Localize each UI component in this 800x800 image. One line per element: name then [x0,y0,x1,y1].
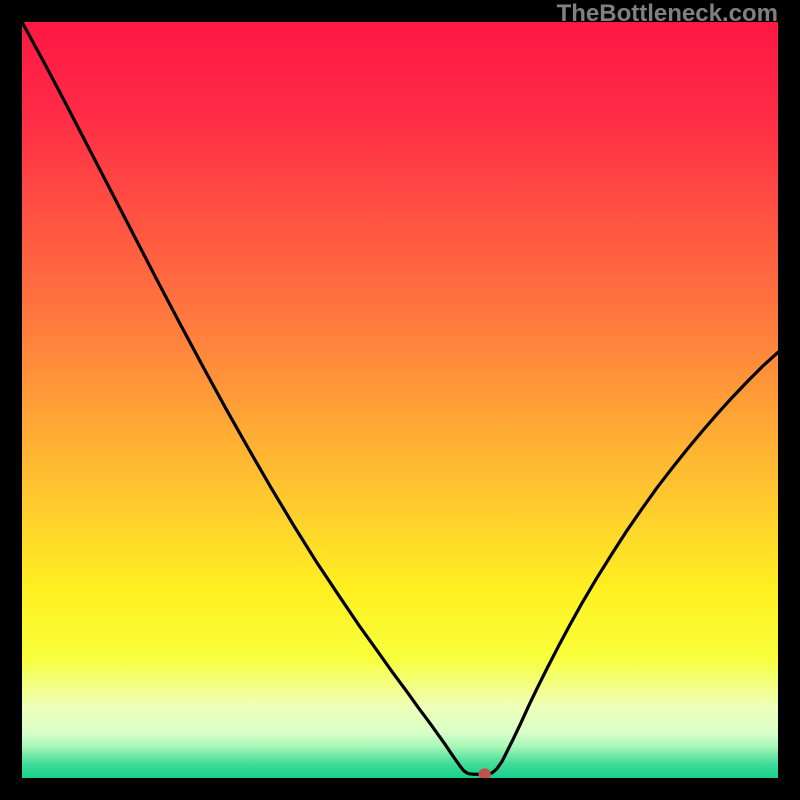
watermark-text: TheBottleneck.com [557,0,778,28]
plot-area [22,22,778,778]
minimum-marker [479,769,490,778]
chart-svg [22,22,778,778]
chart-background [22,22,778,778]
